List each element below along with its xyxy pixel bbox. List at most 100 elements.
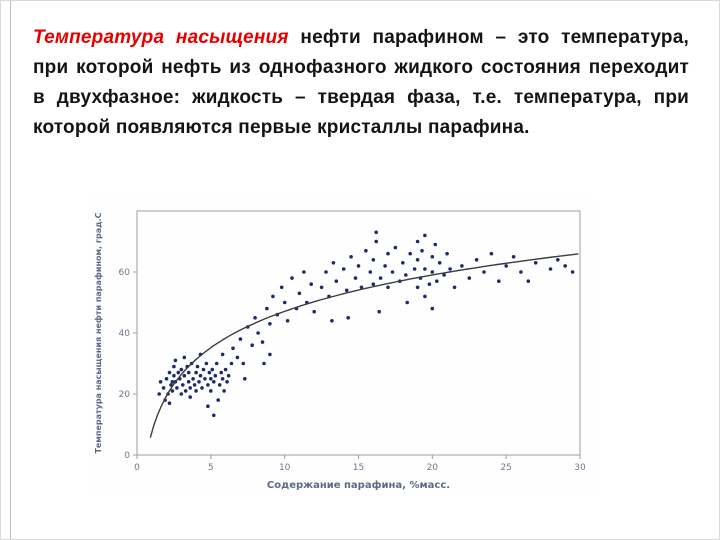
scatter-point xyxy=(201,367,206,372)
scatter-point xyxy=(312,309,316,314)
scatter-point xyxy=(430,270,435,274)
scatter-point xyxy=(482,270,486,274)
scatter-point xyxy=(374,239,379,244)
scatter-point xyxy=(222,389,226,393)
scatter-point xyxy=(445,251,449,256)
scatter-point xyxy=(377,309,382,314)
scatter-point xyxy=(172,364,176,369)
scatter-point xyxy=(302,270,306,274)
scatter-point xyxy=(268,352,272,357)
scatter-point xyxy=(206,404,210,408)
scatter-point xyxy=(401,261,405,265)
scatter-point xyxy=(235,355,240,360)
scatter-point xyxy=(214,361,219,366)
scatter-point xyxy=(346,316,351,320)
scatter-point xyxy=(412,267,417,271)
scatter-point xyxy=(279,285,284,290)
scatter-point xyxy=(182,373,187,378)
scatter-point xyxy=(386,285,390,290)
scatter-point xyxy=(368,270,373,274)
scatter-point xyxy=(167,370,172,375)
scatter-point xyxy=(210,367,215,372)
slide-left-border xyxy=(10,1,11,539)
scatter-point xyxy=(194,370,198,375)
scatter-point xyxy=(219,370,223,375)
scatter-point xyxy=(460,264,464,268)
scatter-point xyxy=(225,380,229,384)
scatter-point xyxy=(212,380,216,384)
scatter-point xyxy=(390,270,395,274)
scatter-point xyxy=(226,373,231,378)
scatter-point xyxy=(526,279,531,283)
definition-paragraph: Температура насыщения нефти парафином – … xyxy=(33,23,689,143)
scatter-point xyxy=(203,377,207,381)
scatter-point xyxy=(297,291,302,296)
scatter-point xyxy=(533,261,538,265)
scatter-point xyxy=(356,264,361,268)
scatter-point xyxy=(344,288,349,293)
scatter-point xyxy=(330,319,334,323)
scatter-point xyxy=(170,389,175,393)
scatter-point xyxy=(238,337,243,341)
scatter-point xyxy=(371,282,376,286)
saturation-temperature-chart: 0 5 10 15 20 25 30 0 20 40 60 Содержание парафина, … xyxy=(89,197,594,497)
scatter-point xyxy=(404,273,408,277)
scatter-point xyxy=(359,285,364,290)
scatter-point xyxy=(430,306,435,311)
scatter-point xyxy=(511,255,516,259)
scatter-point xyxy=(164,377,169,381)
plot-box xyxy=(136,210,581,456)
scatter-point xyxy=(250,343,254,347)
scatter-point xyxy=(415,285,420,290)
scatter-point xyxy=(452,285,457,290)
definition-body-text: нефти парафином – это температура, при к… xyxy=(33,27,689,138)
scatter-point xyxy=(519,270,523,274)
scatter-point xyxy=(489,251,494,256)
scatter-point xyxy=(216,398,220,402)
scatter-point xyxy=(200,386,204,390)
scatter-point xyxy=(435,279,439,283)
scatter-point xyxy=(229,361,234,366)
scatter-point xyxy=(319,285,324,290)
scatter-point xyxy=(448,267,452,271)
scatter-point xyxy=(183,389,188,393)
scatter-point xyxy=(161,386,166,390)
scatter-point xyxy=(423,294,427,299)
x-tick-label: 20 xyxy=(427,463,439,473)
x-tick-label: 15 xyxy=(353,463,364,473)
scatter-point xyxy=(186,380,191,384)
y-tick-label: 60 xyxy=(119,268,131,278)
scatter-point xyxy=(217,383,222,387)
scatter-point xyxy=(334,279,339,283)
scatter-point xyxy=(268,322,272,326)
scatter-point xyxy=(220,377,225,381)
scatter-point xyxy=(197,380,201,384)
scatter-point xyxy=(179,367,184,372)
y-tick-label: 0 xyxy=(124,451,130,461)
scatter-point xyxy=(393,245,398,250)
scatter-point xyxy=(556,258,560,262)
scatter-point xyxy=(285,319,290,323)
scatter-point xyxy=(243,377,247,381)
scatter-point xyxy=(570,270,575,274)
scatter-point xyxy=(442,273,446,277)
scatter-point xyxy=(256,331,260,335)
scatter-point xyxy=(497,279,501,283)
scatter-point xyxy=(241,361,246,366)
scatter-point xyxy=(504,264,509,268)
scatter-point xyxy=(474,258,479,262)
scatter-point xyxy=(223,367,228,372)
scatter-point xyxy=(186,370,191,375)
scatter-point xyxy=(423,267,427,271)
scatter-point xyxy=(420,248,424,253)
definition-term: Температура насыщения xyxy=(33,27,289,48)
scatter-point xyxy=(167,401,172,405)
scatter-point xyxy=(563,264,567,268)
scatter-point xyxy=(182,355,187,360)
scatter-point xyxy=(158,380,163,384)
scatter-point xyxy=(192,383,197,387)
x-tick-label: 25 xyxy=(500,463,511,473)
x-tick-label: 10 xyxy=(279,463,291,473)
scatter-point xyxy=(427,282,432,286)
